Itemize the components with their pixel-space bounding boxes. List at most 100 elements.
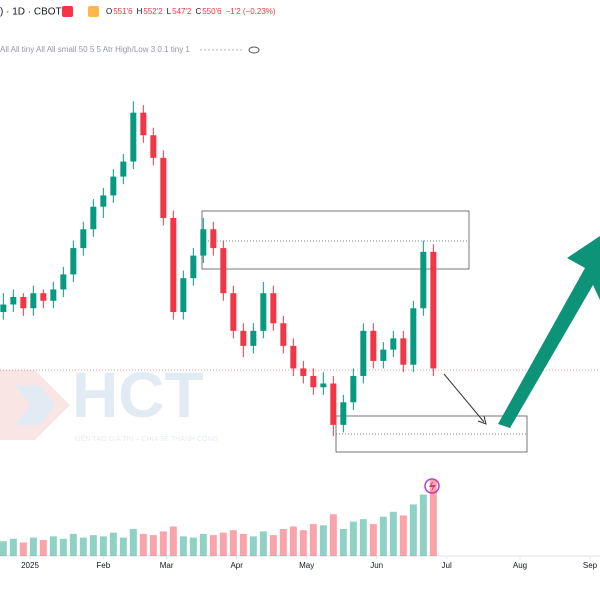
candle-body	[60, 274, 67, 290]
volume-bar	[59, 538, 67, 556]
ohlc-key: L	[167, 7, 172, 16]
volume-bar	[329, 514, 337, 556]
badge	[62, 6, 73, 17]
volume-bar	[99, 536, 107, 556]
ohlc-value: 550'6	[202, 7, 222, 16]
header: ) · 1D · CBOT All All tiny All All small…	[0, 6, 276, 54]
volume-bar	[149, 535, 157, 556]
event-icon	[429, 481, 436, 492]
x-tick-label: 2025	[21, 561, 39, 570]
symbol: ) · 1D · CBOT	[0, 7, 62, 18]
volume-bar	[319, 525, 327, 556]
candle-body	[310, 375, 317, 388]
volume-bar	[429, 479, 437, 556]
candle-body	[330, 383, 337, 425]
volume-bar	[409, 504, 417, 556]
volume-bar	[379, 516, 387, 556]
candle-body	[20, 296, 27, 309]
big-arrow	[498, 236, 600, 428]
volume-bar	[259, 531, 267, 556]
candle-body	[70, 248, 77, 275]
volume-bar	[89, 535, 97, 556]
candle-body	[0, 304, 7, 313]
x-tick-label: Jul	[442, 561, 452, 570]
ohlc-value: 547'2	[172, 7, 192, 16]
volume-bar	[79, 537, 87, 556]
x-tick-label: Aug	[513, 561, 527, 570]
volume-bar	[19, 542, 27, 556]
x-tick-label: May	[299, 561, 314, 570]
ohlc-change: −1'2 (−0.23%)	[226, 7, 276, 16]
ohlc-value: 552'2	[143, 7, 163, 16]
volume-bar	[209, 535, 217, 556]
candle-body	[350, 375, 357, 403]
candle-body	[120, 161, 127, 177]
volume-bar	[159, 531, 167, 556]
candle-body	[80, 229, 87, 249]
ohlc-key: O	[106, 7, 112, 16]
candle-body	[250, 330, 257, 346]
candle-body	[160, 157, 167, 218]
indicator-label: All All tiny All All small 50 5 5 Atr Hi…	[0, 45, 190, 54]
candle-body	[170, 217, 177, 313]
watermark-shape	[15, 385, 55, 425]
candle-body	[200, 229, 207, 256]
volume-bar	[339, 528, 347, 556]
volume-bar	[129, 528, 137, 556]
volume-bar	[239, 533, 247, 556]
volume-bar	[309, 524, 317, 556]
eye-icon	[248, 46, 260, 54]
candle-body	[180, 278, 187, 313]
x-tick-label: Feb	[96, 561, 110, 570]
x-tick-label: Sep	[583, 561, 598, 570]
volume-bar	[419, 494, 427, 556]
volume-bar	[39, 540, 47, 556]
candle-body	[260, 293, 267, 331]
badge	[88, 6, 99, 17]
volume-bar	[199, 533, 207, 556]
arrow-head	[477, 415, 487, 425]
volume-bar	[229, 530, 237, 556]
ohlc-key: H	[137, 7, 143, 16]
candle-body	[300, 368, 307, 376]
candle-body	[130, 112, 137, 162]
candle-body	[90, 206, 97, 230]
x-tick-label: Mar	[160, 561, 174, 570]
drawings	[201, 210, 600, 494]
volume-bar	[269, 535, 277, 556]
volume-bar	[109, 532, 117, 556]
volume-bar	[139, 533, 147, 556]
volume-bar	[9, 538, 17, 556]
volume-bar	[119, 537, 127, 556]
volume-bar	[299, 530, 307, 556]
candle-body	[230, 293, 237, 331]
volume-bar	[169, 526, 177, 556]
candle-body	[140, 112, 147, 136]
candle-body	[190, 255, 197, 279]
watermark: HCT KIẾN TẠO GIÁ TRỊ – CHIA SẺ THÀNH CÔN…	[0, 359, 218, 443]
candle-body	[220, 248, 227, 294]
candle-body	[430, 251, 437, 369]
volume-bar	[279, 528, 287, 556]
watermark-shape	[0, 370, 70, 440]
candle-body	[270, 293, 277, 324]
zone-box	[201, 210, 470, 270]
candle-body	[50, 289, 57, 301]
candle-body	[150, 135, 157, 158]
candle-body	[420, 251, 427, 309]
volume-bar	[189, 537, 197, 556]
volume-bar	[49, 536, 57, 556]
arrow-line	[443, 373, 485, 423]
volume-bar	[69, 533, 77, 556]
candle-body	[410, 308, 417, 365]
candle-body	[240, 330, 247, 346]
volume-bar	[369, 524, 377, 556]
event-icon	[424, 478, 440, 494]
candle-body	[370, 330, 377, 361]
volume-bar	[219, 532, 227, 556]
ohlc-key: C	[195, 7, 201, 16]
candle-body	[110, 176, 117, 196]
candle-body	[290, 345, 297, 369]
candle-body	[30, 293, 37, 309]
candle-body	[400, 338, 407, 365]
